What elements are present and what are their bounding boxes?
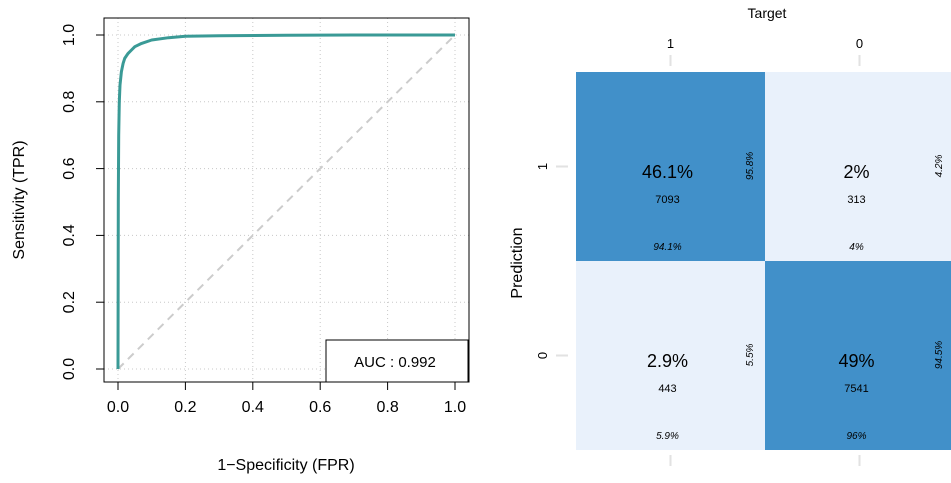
cm-cell-col-percent: 96% — [846, 431, 866, 442]
roc-curve — [116, 33, 455, 370]
roc-x-tick-label: 0.4 — [242, 399, 264, 416]
cm-x-axis-label: Target — [748, 5, 787, 21]
cm-x-tick-label: 1 — [667, 36, 674, 51]
cm-cells: 46.1% 7093 94.1% 95.8% 2% 313 4% 4.2% 2.9% 443 5.9… — [576, 72, 951, 450]
cm-x-tick-label: 0 — [856, 36, 863, 51]
roc-y-tick-label: 0.8 — [61, 91, 78, 113]
cm-cell — [765, 261, 951, 450]
roc-chart: 0.0 0.2 0.4 0.6 0.8 1.0 0.0 0.2 0.4 0.6 0.8 1.0 1−… — [11, 17, 470, 474]
cm-cell-row-percent: 5.5% — [745, 343, 756, 366]
cm-cell-count: 7093 — [655, 194, 679, 206]
cm-y-tick-label: 0 — [535, 352, 550, 359]
cm-cell-count: 443 — [658, 383, 676, 395]
cm-cell-count: 313 — [847, 194, 865, 206]
cm-cell-row-percent: 94.5% — [934, 341, 945, 369]
cm-cell-percent: 49% — [838, 351, 874, 371]
cm-axis-ticks: 1 0 1 0 — [535, 36, 863, 466]
roc-x-tick-label: 0.0 — [107, 399, 129, 416]
cm-cell — [765, 72, 951, 261]
cm-y-axis-label: Prediction — [509, 227, 526, 298]
cm-cell — [576, 261, 765, 450]
cm-cell-col-percent: 94.1% — [653, 242, 681, 253]
roc-y-tick-label: 0.6 — [61, 157, 78, 179]
roc-diagonal-line — [117, 34, 456, 370]
roc-y-tick-label: 0.2 — [61, 291, 78, 313]
cm-cell-col-percent: 4% — [849, 242, 864, 253]
cm-y-tick-label: 1 — [535, 163, 550, 170]
roc-y-tick-label: 1.0 — [61, 24, 78, 46]
auc-box — [325, 339, 469, 383]
roc-x-tick-label: 1.0 — [444, 399, 466, 416]
auc-text: AUC : 0.992 — [354, 354, 436, 371]
auc-annotation: AUC : 0.992 — [325, 339, 469, 383]
confusion-matrix: Target Prediction 1 0 1 0 46.1% 7093 94.1% 95.… — [509, 5, 951, 466]
cm-cell-col-percent: 5.9% — [656, 431, 679, 442]
roc-x-axis: 0.0 0.2 0.4 0.6 0.8 1.0 — [107, 381, 466, 416]
cm-cell — [576, 72, 765, 261]
cm-cell-percent: 46.1% — [642, 162, 693, 182]
cm-cell-percent: 2% — [843, 162, 869, 182]
roc-lines — [116, 33, 456, 370]
roc-grid — [104, 18, 469, 382]
roc-y-tick-label: 0.0 — [61, 358, 78, 380]
roc-x-tick-label: 0.8 — [376, 399, 398, 416]
cm-cell-count: 7541 — [844, 383, 868, 395]
roc-y-axis: 0.0 0.2 0.4 0.6 0.8 1.0 — [61, 24, 104, 380]
cm-cell-row-percent: 4.2% — [934, 154, 945, 177]
cm-cell-row-percent: 95.8% — [745, 152, 756, 180]
roc-x-axis-label: 1−Specificity (FPR) — [217, 457, 354, 474]
roc-y-tick-label: 0.4 — [61, 224, 78, 246]
roc-x-tick-label: 0.2 — [174, 399, 196, 416]
roc-x-tick-label: 0.6 — [309, 399, 331, 416]
roc-y-axis-label: Sensitivity (TPR) — [11, 140, 28, 259]
cm-cell-percent: 2.9% — [647, 351, 688, 371]
